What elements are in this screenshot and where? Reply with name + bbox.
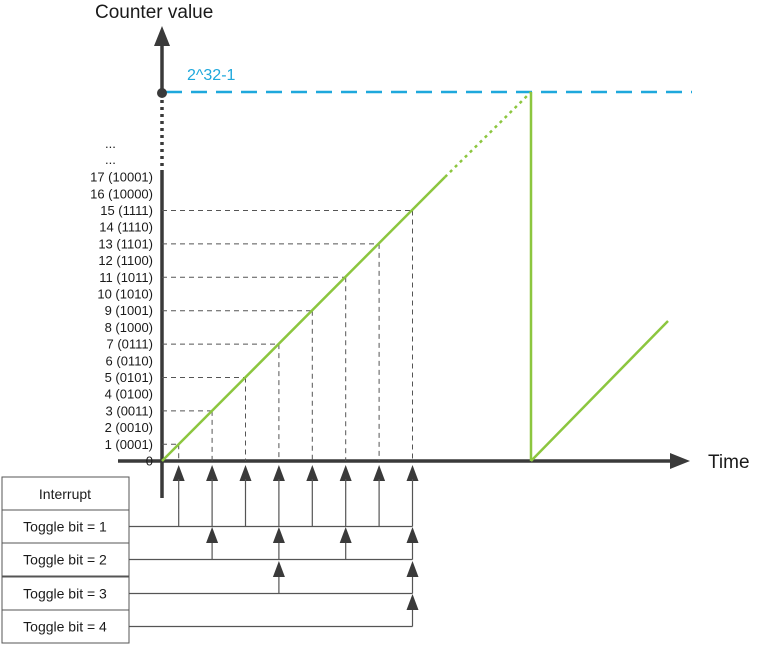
counter-lines xyxy=(161,91,669,462)
counter-ramp xyxy=(161,176,446,462)
interrupt-arrow xyxy=(406,465,419,481)
counter-ramp-second xyxy=(530,320,669,462)
y-tick-label: 5 (0101) xyxy=(105,370,153,385)
y-tick-label: 12 (1100) xyxy=(98,253,153,268)
y-tick-label: 11 (1011) xyxy=(99,270,153,285)
max-value-label: 2^32-1 xyxy=(187,67,236,84)
y-ellipsis-2: ... xyxy=(105,152,116,167)
y-axis-arrow xyxy=(154,26,170,46)
toggle-arrow xyxy=(272,561,285,577)
toggle-arrow xyxy=(406,594,419,610)
y-tick-label: 7 (0111) xyxy=(107,337,154,352)
y-tick-label: 3 (0011) xyxy=(106,403,153,418)
y-tick-label: 9 (1001) xyxy=(105,303,153,318)
table-header-cell xyxy=(1,476,130,511)
interrupt-arrow xyxy=(339,465,352,481)
y-tick-label: 8 (1000) xyxy=(105,320,153,335)
table-header: Interrupt xyxy=(39,486,91,502)
interrupt-arrow xyxy=(239,465,252,481)
y-ellipsis-1: ... xyxy=(105,136,116,151)
table-row-cell xyxy=(1,609,130,644)
y-axis-max-dot xyxy=(157,88,167,98)
y-tick-label: 15 (1111) xyxy=(100,203,153,218)
table-row-label: Toggle bit = 3 xyxy=(23,586,107,602)
guide-lines xyxy=(162,210,413,461)
y-axis xyxy=(154,26,170,498)
interrupt-arrow xyxy=(206,465,219,481)
y-tick-label: 17 (10001) xyxy=(90,170,153,185)
y-tick-labels: 0 1 (0001) 2 (0010) 3 (0011)4 (0100) 5 (0101… xyxy=(90,170,153,469)
table-row-label: Toggle bit = 4 xyxy=(23,619,107,635)
x-axis xyxy=(118,453,690,469)
table-row-cell xyxy=(1,542,130,577)
y-tick-label: 14 (1110) xyxy=(99,220,153,235)
toggle-arrow xyxy=(206,527,219,543)
y-tick-label: 16 (10000) xyxy=(90,186,153,201)
interrupt-table: Interrupt Toggle bit = 1 Toggle bit = 2 To… xyxy=(1,476,419,644)
x-axis-title: Time xyxy=(708,452,750,473)
toggle-arrow xyxy=(406,527,419,543)
y-tick-label: 1 (0001) xyxy=(105,437,153,452)
y-tick-label: 2 (0010) xyxy=(105,420,153,435)
interrupt-arrow xyxy=(306,465,319,481)
x-axis-arrow xyxy=(670,453,690,469)
toggle-arrow xyxy=(406,561,419,577)
y-tick-label: 6 (0110) xyxy=(106,353,153,368)
counter-ramp-dotted xyxy=(444,91,532,178)
interrupt-arrow xyxy=(272,465,285,481)
y-tick-label: 13 (1101) xyxy=(98,236,153,251)
table-row-label: Toggle bit = 2 xyxy=(23,552,107,568)
toggle-arrow xyxy=(272,527,285,543)
y-tick-label: 10 (1010) xyxy=(97,287,153,302)
y-axis-title: Counter value xyxy=(95,2,213,23)
interrupt-arrows xyxy=(172,465,419,481)
toggle-arrow xyxy=(339,527,352,543)
y-tick-label: 4 (0100) xyxy=(105,387,153,402)
interrupt-arrow xyxy=(172,465,185,481)
y-tick-label: 0 xyxy=(146,454,153,469)
interrupt-arrow xyxy=(373,465,386,481)
table-row-label: Toggle bit = 1 xyxy=(23,519,107,535)
